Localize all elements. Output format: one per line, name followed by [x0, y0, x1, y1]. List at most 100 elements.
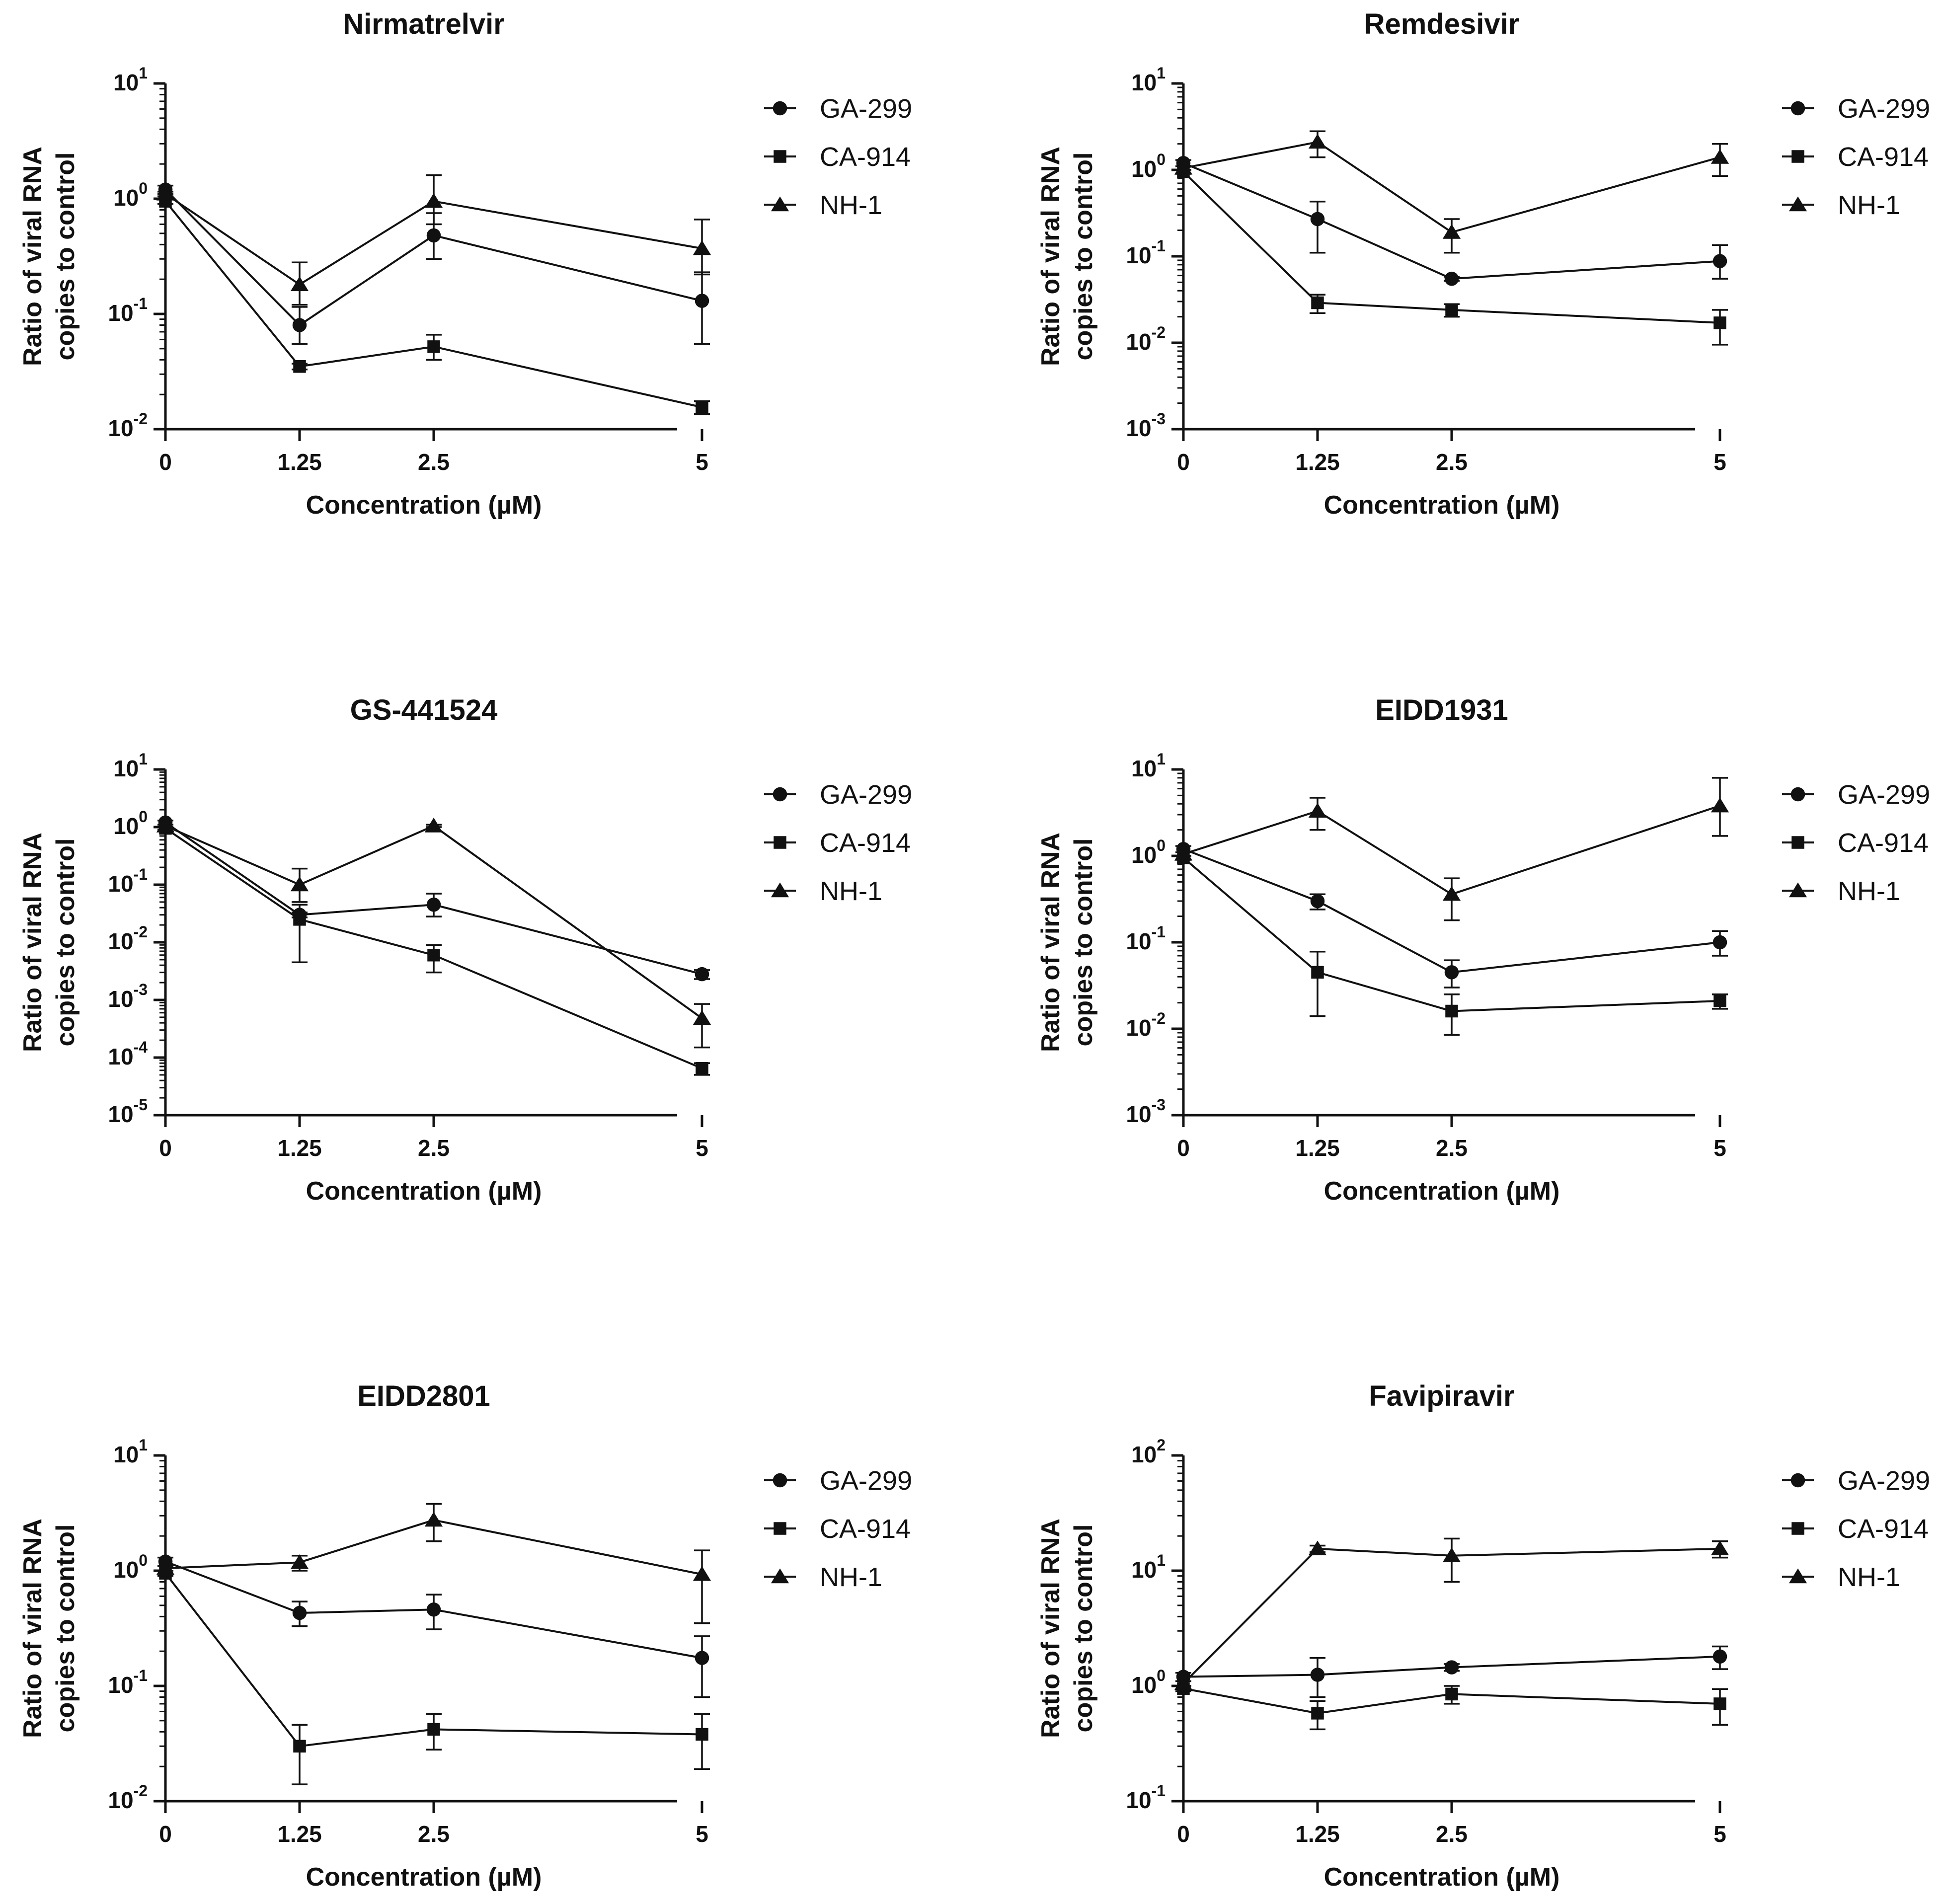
series-line	[1183, 805, 1720, 896]
y-tick-label: 101	[113, 1436, 148, 1467]
y-tick-exponent: -1	[1152, 923, 1166, 941]
y-axis-label: copies to control	[51, 838, 80, 1047]
data-point	[1310, 212, 1325, 227]
y-tick-base: 10	[108, 986, 133, 1012]
y-tick-base: 10	[1126, 1101, 1151, 1127]
x-axis-label: Concentration (µM)	[306, 1863, 542, 1892]
series-ca-914	[157, 822, 710, 1076]
y-axis-label: Ratio of viral RNA	[1036, 1519, 1065, 1738]
legend-marker	[771, 882, 789, 898]
y-tick-base: 10	[1131, 1442, 1157, 1467]
y-tick-exponent: -2	[1152, 1009, 1166, 1027]
y-tick-exponent: -2	[134, 923, 148, 941]
series-ga-299	[1175, 841, 1728, 989]
data-point	[696, 1728, 708, 1741]
series-line	[1182, 857, 1720, 1012]
y-tick-label: 101	[113, 750, 148, 781]
y-tick-label: 10-2	[108, 410, 148, 441]
series-ca-914	[1175, 851, 1728, 1036]
series-line	[1183, 848, 1720, 974]
y-tick-exponent: -2	[134, 1782, 148, 1800]
x-tick-label: 5	[1713, 1821, 1726, 1847]
x-tick-label: 5	[1713, 449, 1726, 475]
series-ga-299	[157, 1554, 710, 1698]
y-tick-label: 10-2	[1126, 1009, 1166, 1041]
x-tick-label: 2.5	[418, 1135, 450, 1161]
series-line	[165, 1519, 702, 1576]
y-tick-label: 10-4	[108, 1038, 148, 1069]
series-ca-914	[157, 195, 710, 415]
x-tick-label: 2.5	[1436, 449, 1468, 475]
x-tick-label: 1.25	[1295, 449, 1340, 475]
y-tick-base: 10	[1131, 842, 1157, 868]
y-tick-label: 10-1	[108, 865, 148, 897]
y-tick-base: 10	[108, 928, 133, 954]
series-line	[1182, 1547, 1720, 1684]
y-axis-label: Ratio of viral RNA	[18, 833, 47, 1052]
chart-title: GS-441524	[350, 694, 498, 726]
legend-label: NH-1	[820, 190, 882, 220]
legend-label: NH-1	[1838, 1562, 1900, 1592]
y-axis-label: copies to control	[51, 152, 80, 361]
x-tick-label: 0	[159, 1135, 172, 1161]
legend-marker	[1791, 836, 1804, 849]
legend-marker	[1790, 787, 1805, 802]
y-tick-base: 10	[113, 813, 139, 839]
data-point	[1311, 1707, 1324, 1720]
data-point	[695, 967, 709, 982]
data-point	[1174, 845, 1193, 861]
legend-label: GA-299	[820, 1466, 912, 1496]
y-axis-label: Ratio of viral RNA	[18, 1519, 47, 1738]
x-tick-label: 0	[159, 1821, 172, 1847]
data-point	[1308, 134, 1327, 149]
legend: GA-299 CA-914 NH-1	[764, 1466, 912, 1592]
chart-title: Nirmatrelvir	[343, 8, 505, 40]
y-axis-label: copies to control	[1069, 1524, 1098, 1733]
data-point	[290, 276, 309, 291]
y-tick-base: 10	[1131, 1557, 1157, 1583]
data-point	[1442, 224, 1461, 239]
legend: GA-299 CA-914 NH-1	[764, 94, 912, 220]
y-tick-base: 10	[113, 70, 139, 95]
data-point	[427, 1723, 440, 1736]
y-tick-label: 101	[1131, 750, 1166, 781]
series-ca-914	[1175, 1682, 1728, 1731]
legend-label: CA-914	[820, 828, 911, 858]
y-axis-label: Ratio of viral RNA	[1036, 147, 1065, 366]
legend-marker	[1788, 196, 1807, 212]
series-nh-1	[1174, 777, 1729, 921]
series-line	[1183, 1655, 1720, 1678]
legend-label: CA-914	[820, 1514, 911, 1544]
y-tick-exponent: 0	[139, 808, 148, 826]
legend-label: CA-914	[1838, 1514, 1929, 1544]
y-tick-base: 10	[1131, 70, 1157, 95]
data-point	[1713, 316, 1726, 329]
legend: GA-299 CA-914 NH-1	[1782, 94, 1930, 220]
y-tick-label: 102	[1131, 1436, 1166, 1467]
y-tick-exponent: 1	[139, 1436, 148, 1454]
y-tick-exponent: -2	[134, 410, 148, 428]
y-tick-base: 10	[108, 1787, 133, 1813]
x-axis-label: Concentration (µM)	[1324, 491, 1560, 520]
y-axis-label: copies to control	[1069, 152, 1098, 361]
x-tick-label: 0	[1177, 1821, 1190, 1847]
data-point	[696, 401, 708, 414]
series-line	[164, 1572, 702, 1748]
y-tick-label: 100	[113, 179, 148, 211]
series-line	[164, 189, 702, 327]
data-point	[696, 1062, 708, 1075]
y-tick-label: 10-2	[1126, 323, 1166, 355]
y-tick-base: 10	[1126, 329, 1151, 355]
series-line	[165, 825, 703, 1019]
legend-label: NH-1	[820, 1562, 882, 1592]
legend: GA-299 CA-914 NH-1	[764, 780, 912, 906]
x-tick-label: 5	[696, 1135, 708, 1161]
y-tick-exponent: -1	[134, 865, 148, 883]
y-tick-base: 10	[1126, 415, 1151, 441]
data-point	[1174, 159, 1193, 175]
data-point	[1713, 994, 1726, 1007]
y-tick-label: 101	[113, 64, 148, 95]
data-point	[426, 1602, 441, 1617]
